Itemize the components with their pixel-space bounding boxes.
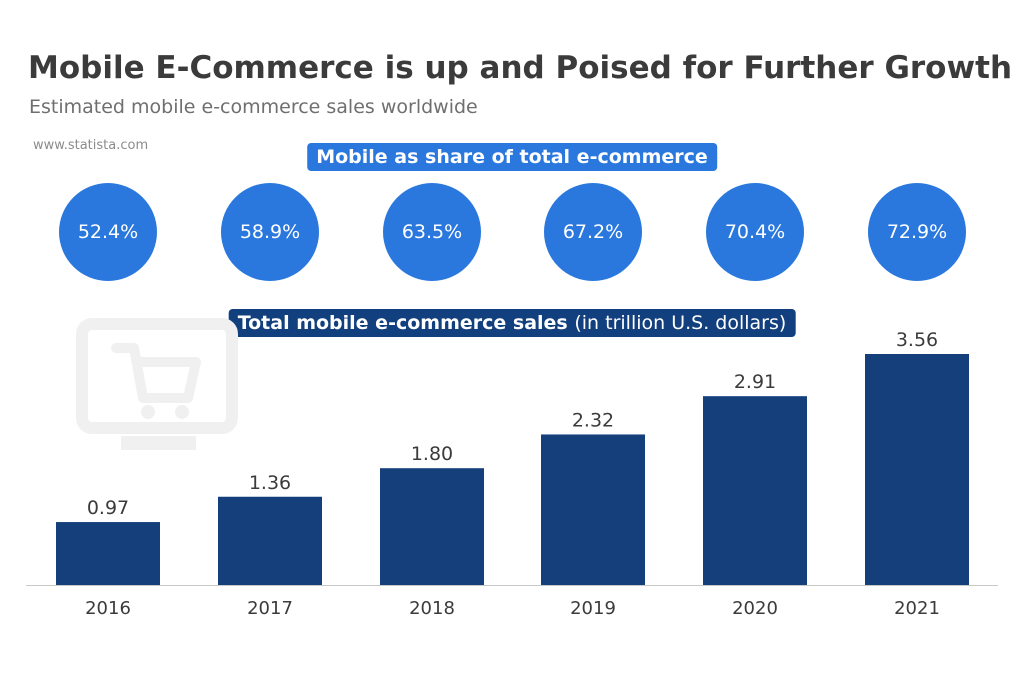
sales-label-main: Total mobile e-commerce sales <box>237 312 568 334</box>
bar-2019 <box>541 434 645 585</box>
share-circle-2019: 67.2% <box>544 183 642 281</box>
sales-label-unit: (in trillion U.S. dollars) <box>574 312 787 334</box>
share-circle-2020: 70.4% <box>706 183 804 281</box>
x-tick-label-2016: 2016 <box>85 598 131 619</box>
share-circle-2017: 58.9% <box>221 183 319 281</box>
bar-2017 <box>218 496 322 585</box>
x-tick-label-2017: 2017 <box>247 598 293 619</box>
value-label-2017: 1.36 <box>249 472 291 494</box>
share-circle-2021: 72.9% <box>868 183 966 281</box>
bar-2021 <box>865 354 969 585</box>
x-tick-label-2021: 2021 <box>894 598 940 619</box>
sales-section-label: Total mobile e-commerce sales (in trilli… <box>228 309 796 337</box>
source-credit: www.statista.com <box>33 138 149 153</box>
x-tick-label-2020: 2020 <box>732 598 778 619</box>
bar-2020 <box>703 396 807 585</box>
value-label-2016: 0.97 <box>87 497 129 519</box>
bar-2018 <box>380 468 484 585</box>
chart-subtitle: Estimated mobile e-commerce sales worldw… <box>29 96 478 118</box>
value-label-2021: 3.56 <box>896 329 938 351</box>
x-tick-label-2018: 2018 <box>409 598 455 619</box>
share-circle-2016: 52.4% <box>59 183 157 281</box>
x-tick-label-2019: 2019 <box>570 598 616 619</box>
value-label-2020: 2.91 <box>734 371 776 393</box>
share-circle-2018: 63.5% <box>383 183 481 281</box>
chart-title: Mobile E-Commerce is up and Poised for F… <box>28 50 1013 86</box>
share-section-label: Mobile as share of total e-commerce <box>307 143 717 171</box>
value-label-2018: 1.80 <box>411 443 453 465</box>
shopping-cart-monitor-icon <box>76 318 238 450</box>
bar-2016 <box>56 522 160 585</box>
value-label-2019: 2.32 <box>572 409 614 431</box>
